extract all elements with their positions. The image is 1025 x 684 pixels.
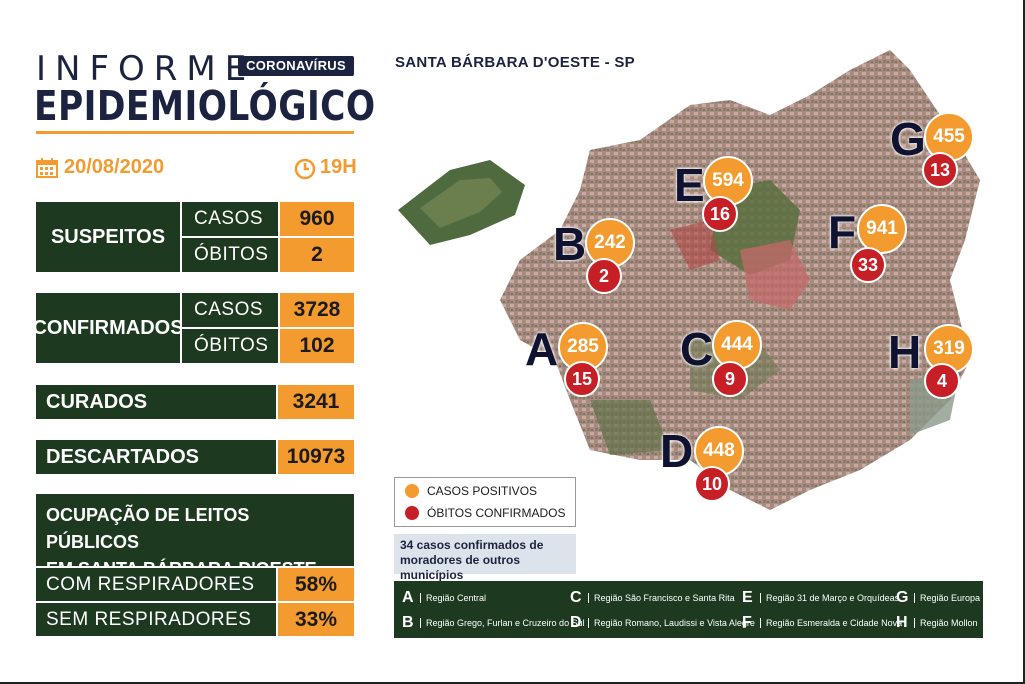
region-c-cases: 444 <box>712 320 762 370</box>
legend-positive-label: CASOS POSITIVOS <box>427 484 538 498</box>
key-f-letter: F <box>742 614 752 631</box>
coronavirus-badge: CORONAVÍRUS <box>238 56 354 76</box>
leitos-title: OCUPAÇÃO DE LEITOS PÚBLICOS EM SANTA BÁR… <box>36 494 354 579</box>
title-line2: EPIDEMIOLÓGICO <box>34 82 376 130</box>
region-f-deaths: 33 <box>850 247 886 283</box>
suspeitos-obitos-label: ÓBITOS <box>182 238 278 272</box>
region-g-deaths: 13 <box>922 152 958 188</box>
key-h-name: Região Mollon <box>914 618 978 628</box>
curados-label: CURADOS <box>36 385 276 419</box>
key-d-letter: D <box>570 614 582 631</box>
outside-residents-note: 34 casos confirmados de moradores de out… <box>394 534 576 582</box>
map-legend: CASOS POSITIVOS ÓBITOS CONFIRMADOS <box>394 477 576 527</box>
sem-respiradores-label: SEM RESPIRADORES <box>36 603 276 636</box>
legend-positive: CASOS POSITIVOS <box>405 484 537 498</box>
key-h-letter: H <box>896 614 908 631</box>
curados-block: CURADOS 3241 <box>36 385 354 419</box>
orange-dot-icon <box>405 484 419 498</box>
region-a-deaths: 15 <box>564 361 600 397</box>
region-letter-a: A <box>525 323 559 375</box>
key-a: A Região Central <box>402 589 486 607</box>
report-hour: 19H <box>320 156 357 178</box>
region-letter-c: C <box>680 323 714 375</box>
key-g: G Região Europa <box>896 589 980 607</box>
key-d-name: Região Romano, Laudissi e Vista Alegre <box>588 618 755 628</box>
leitos-title-line1: OCUPAÇÃO DE LEITOS PÚBLICOS <box>46 505 250 552</box>
region-letter-f: F <box>828 206 857 258</box>
report-date: 20/08/2020 <box>64 156 165 178</box>
suspeitos-label: SUSPEITOS <box>36 202 180 272</box>
key-a-name: Região Central <box>420 593 486 603</box>
region-c-deaths: 9 <box>712 361 748 397</box>
region-letter-g: G <box>890 113 926 165</box>
title-line1: INFORME <box>36 49 256 89</box>
region-d-deaths: 10 <box>694 466 730 502</box>
leitos-block: OCUPAÇÃO DE LEITOS PÚBLICOS EM SANTA BÁR… <box>36 494 354 638</box>
title-rule <box>36 131 354 134</box>
legend-deaths: ÓBITOS CONFIRMADOS <box>405 506 565 520</box>
key-e-letter: E <box>742 589 753 606</box>
region-key: A Região Central B Região Grego, Furlan e … <box>394 581 983 638</box>
region-f-cases: 941 <box>857 204 907 254</box>
descartados-block: DESCARTADOS 10973 <box>36 440 354 474</box>
key-a-letter: A <box>402 589 414 606</box>
key-g-letter: G <box>896 589 909 606</box>
calendar-icon <box>36 158 58 178</box>
clock-icon <box>294 158 316 180</box>
key-d: D Região Romano, Laudissi e Vista Alegre <box>570 614 755 632</box>
confirmados-casos-value: 3728 <box>280 293 354 327</box>
key-c-letter: C <box>570 589 582 606</box>
legend-deaths-label: ÓBITOS CONFIRMADOS <box>427 506 566 520</box>
key-b-name: Região Grego, Furlan e Cruzeiro do Sul <box>420 618 585 628</box>
key-h: H Região Mollon <box>896 614 978 632</box>
confirmados-block: CONFIRMADOS CASOS 3728 ÓBITOS 102 <box>32 293 354 363</box>
confirmados-label: CONFIRMADOS <box>32 293 184 363</box>
confirmados-obitos-value: 102 <box>280 329 354 363</box>
region-a-cases: 285 <box>558 322 608 372</box>
map-urban-area <box>500 50 980 510</box>
confirmados-casos-label: CASOS <box>182 293 278 327</box>
key-g-name: Região Europa <box>914 593 980 603</box>
suspeitos-block: SUSPEITOS CASOS 960 ÓBITOS 2 <box>36 202 354 272</box>
region-e-deaths: 16 <box>702 196 738 232</box>
key-c-name: Região São Francisco e Santa Rita <box>588 593 735 603</box>
confirmados-obitos-label: ÓBITOS <box>182 329 278 363</box>
suspeitos-casos-value: 960 <box>280 202 354 236</box>
region-letter-h: H <box>888 326 922 378</box>
sem-respiradores-value: 33% <box>278 603 354 636</box>
map-title: SANTA BÁRBARA D'OESTE - SP <box>395 54 635 71</box>
curados-value: 3241 <box>278 385 354 419</box>
region-letter-b: B <box>553 218 587 270</box>
red-dot-icon <box>405 506 419 520</box>
key-e-name: Região 31 de Março e Orquídeas <box>760 593 899 603</box>
date-line: 20/08/2020 19H <box>36 156 357 182</box>
suspeitos-obitos-value: 2 <box>280 238 354 272</box>
key-b: B Região Grego, Furlan e Cruzeiro do Sul <box>402 614 585 632</box>
region-h-deaths: 4 <box>924 363 960 399</box>
key-e: E Região 31 de Março e Orquídeas <box>742 589 899 607</box>
descartados-label: DESCARTADOS <box>36 440 276 474</box>
key-f-name: Região Esmeralda e Cidade Nova <box>760 618 902 628</box>
region-letter-e: E <box>674 159 705 211</box>
key-c: C Região São Francisco e Santa Rita <box>570 589 735 607</box>
descartados-value: 10973 <box>278 440 354 474</box>
key-f: F Região Esmeralda e Cidade Nova <box>742 614 902 632</box>
region-letter-d: D <box>660 425 694 477</box>
suspeitos-casos-label: CASOS <box>182 202 278 236</box>
region-b-deaths: 2 <box>586 258 622 294</box>
key-b-letter: B <box>402 614 414 631</box>
com-respiradores-label: COM RESPIRADORES <box>36 568 276 601</box>
com-respiradores-value: 58% <box>278 568 354 601</box>
